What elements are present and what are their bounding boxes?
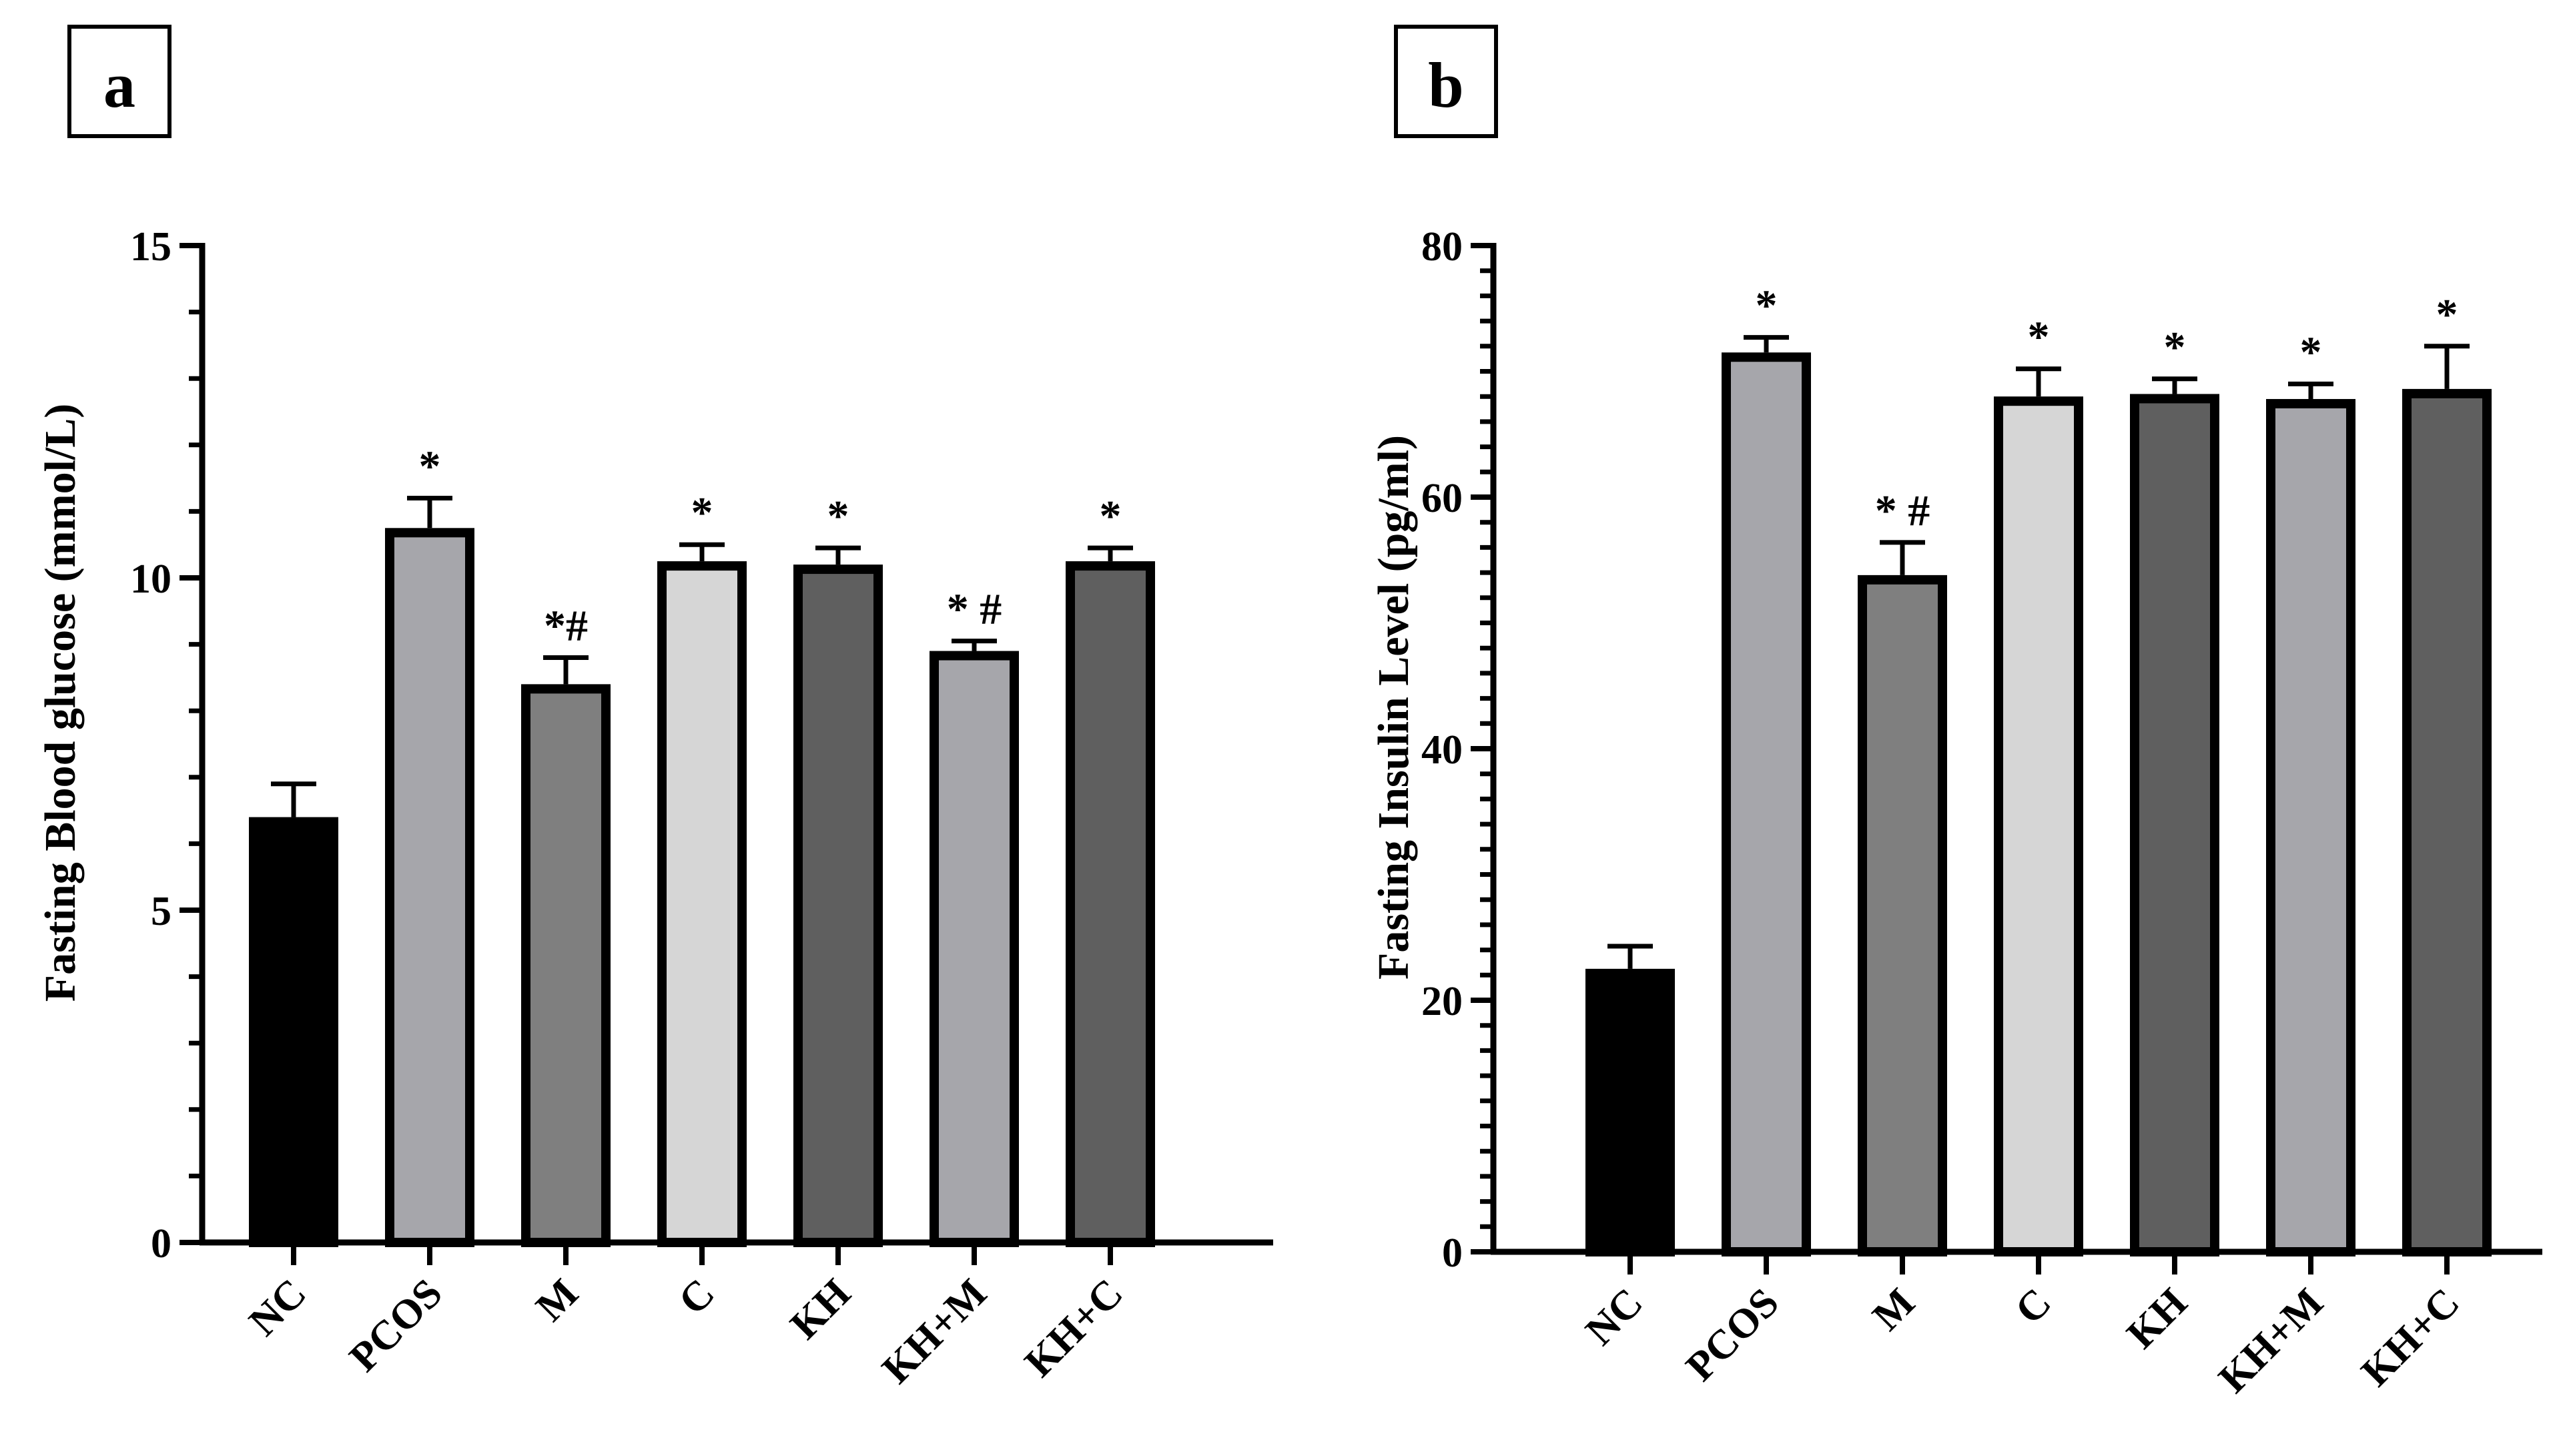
bar-kh bbox=[793, 565, 883, 1247]
y-tick-label: 20 bbox=[1421, 979, 1463, 1024]
x-tick-label: NC bbox=[240, 1270, 314, 1345]
y-tick-label: 80 bbox=[1421, 224, 1463, 270]
bar-c bbox=[1994, 396, 2083, 1257]
bar-c bbox=[657, 561, 747, 1247]
significance-label: * bbox=[1756, 282, 1778, 330]
bar-nc bbox=[249, 817, 338, 1248]
x-tick-label: C bbox=[2006, 1280, 2060, 1333]
panel-a-label-box bbox=[67, 25, 171, 138]
x-tick-label: KH+M bbox=[873, 1270, 996, 1393]
y-tick-label: 15 bbox=[130, 224, 171, 270]
x-tick-label: PCOS bbox=[341, 1270, 451, 1381]
panel-b-y-axis-label: Fasting Insulin Level (pg/ml) bbox=[1369, 435, 1418, 980]
x-tick-label: M bbox=[1864, 1280, 1923, 1339]
y-tick-label: 5 bbox=[151, 889, 171, 934]
panel-a-label: a bbox=[103, 49, 135, 121]
x-tick-label: NC bbox=[1577, 1280, 1651, 1354]
significance-label: * bbox=[419, 442, 441, 490]
significance-label: * # bbox=[947, 585, 1002, 634]
bar-kh-plus-m bbox=[930, 651, 1019, 1247]
significance-label: * bbox=[691, 488, 713, 537]
significance-label: * bbox=[2436, 290, 2458, 339]
bar-m bbox=[521, 684, 611, 1247]
bar-pcos bbox=[1722, 352, 1811, 1256]
bar-pcos bbox=[385, 528, 474, 1247]
panel-b-label-box bbox=[1394, 25, 1498, 138]
x-tick-label: KH+C bbox=[1016, 1270, 1132, 1386]
x-tick-label: M bbox=[527, 1270, 587, 1330]
bar-kh-plus-c bbox=[2402, 388, 2492, 1256]
x-tick-label: KH+C bbox=[2353, 1280, 2468, 1395]
x-tick-label: KH bbox=[782, 1270, 859, 1348]
significance-label: * bbox=[2300, 328, 2322, 376]
significance-label: *# bbox=[544, 602, 588, 651]
x-tick-label: C bbox=[670, 1270, 723, 1324]
bar-kh bbox=[2130, 394, 2219, 1256]
panel-b-label: b bbox=[1428, 49, 1463, 121]
y-tick-label: 60 bbox=[1421, 476, 1463, 521]
x-tick-label: KH+M bbox=[2210, 1280, 2332, 1402]
y-tick-label: 0 bbox=[1442, 1230, 1463, 1276]
y-tick-label: 40 bbox=[1421, 727, 1463, 773]
significance-label: * bbox=[827, 492, 849, 540]
panel-a-y-axis-label: Fasting Blood glucose (mmol/L) bbox=[36, 404, 85, 1002]
significance-label: * bbox=[2028, 313, 2050, 362]
bar-m bbox=[1858, 575, 1947, 1256]
significance-label: * # bbox=[1875, 486, 1930, 535]
bar-nc bbox=[1585, 968, 1675, 1256]
bar-kh-plus-m bbox=[2266, 398, 2355, 1256]
panel-a: a Fasting Blood glucose (mmol/L) 0 5 10 15 N… bbox=[36, 25, 1273, 1393]
x-tick-label: KH bbox=[2119, 1280, 2196, 1357]
x-tick-label: PCOS bbox=[1678, 1280, 1788, 1390]
y-tick-label: 0 bbox=[151, 1221, 171, 1266]
y-tick-label: 10 bbox=[130, 557, 171, 602]
bar-kh-plus-c bbox=[1066, 561, 1155, 1247]
panel-b: b Fasting Insulin Level (pg/ml) 0 20 40 60 8… bbox=[1369, 25, 2542, 1402]
significance-label: * bbox=[1100, 492, 1122, 540]
significance-label: * bbox=[2164, 323, 2186, 372]
